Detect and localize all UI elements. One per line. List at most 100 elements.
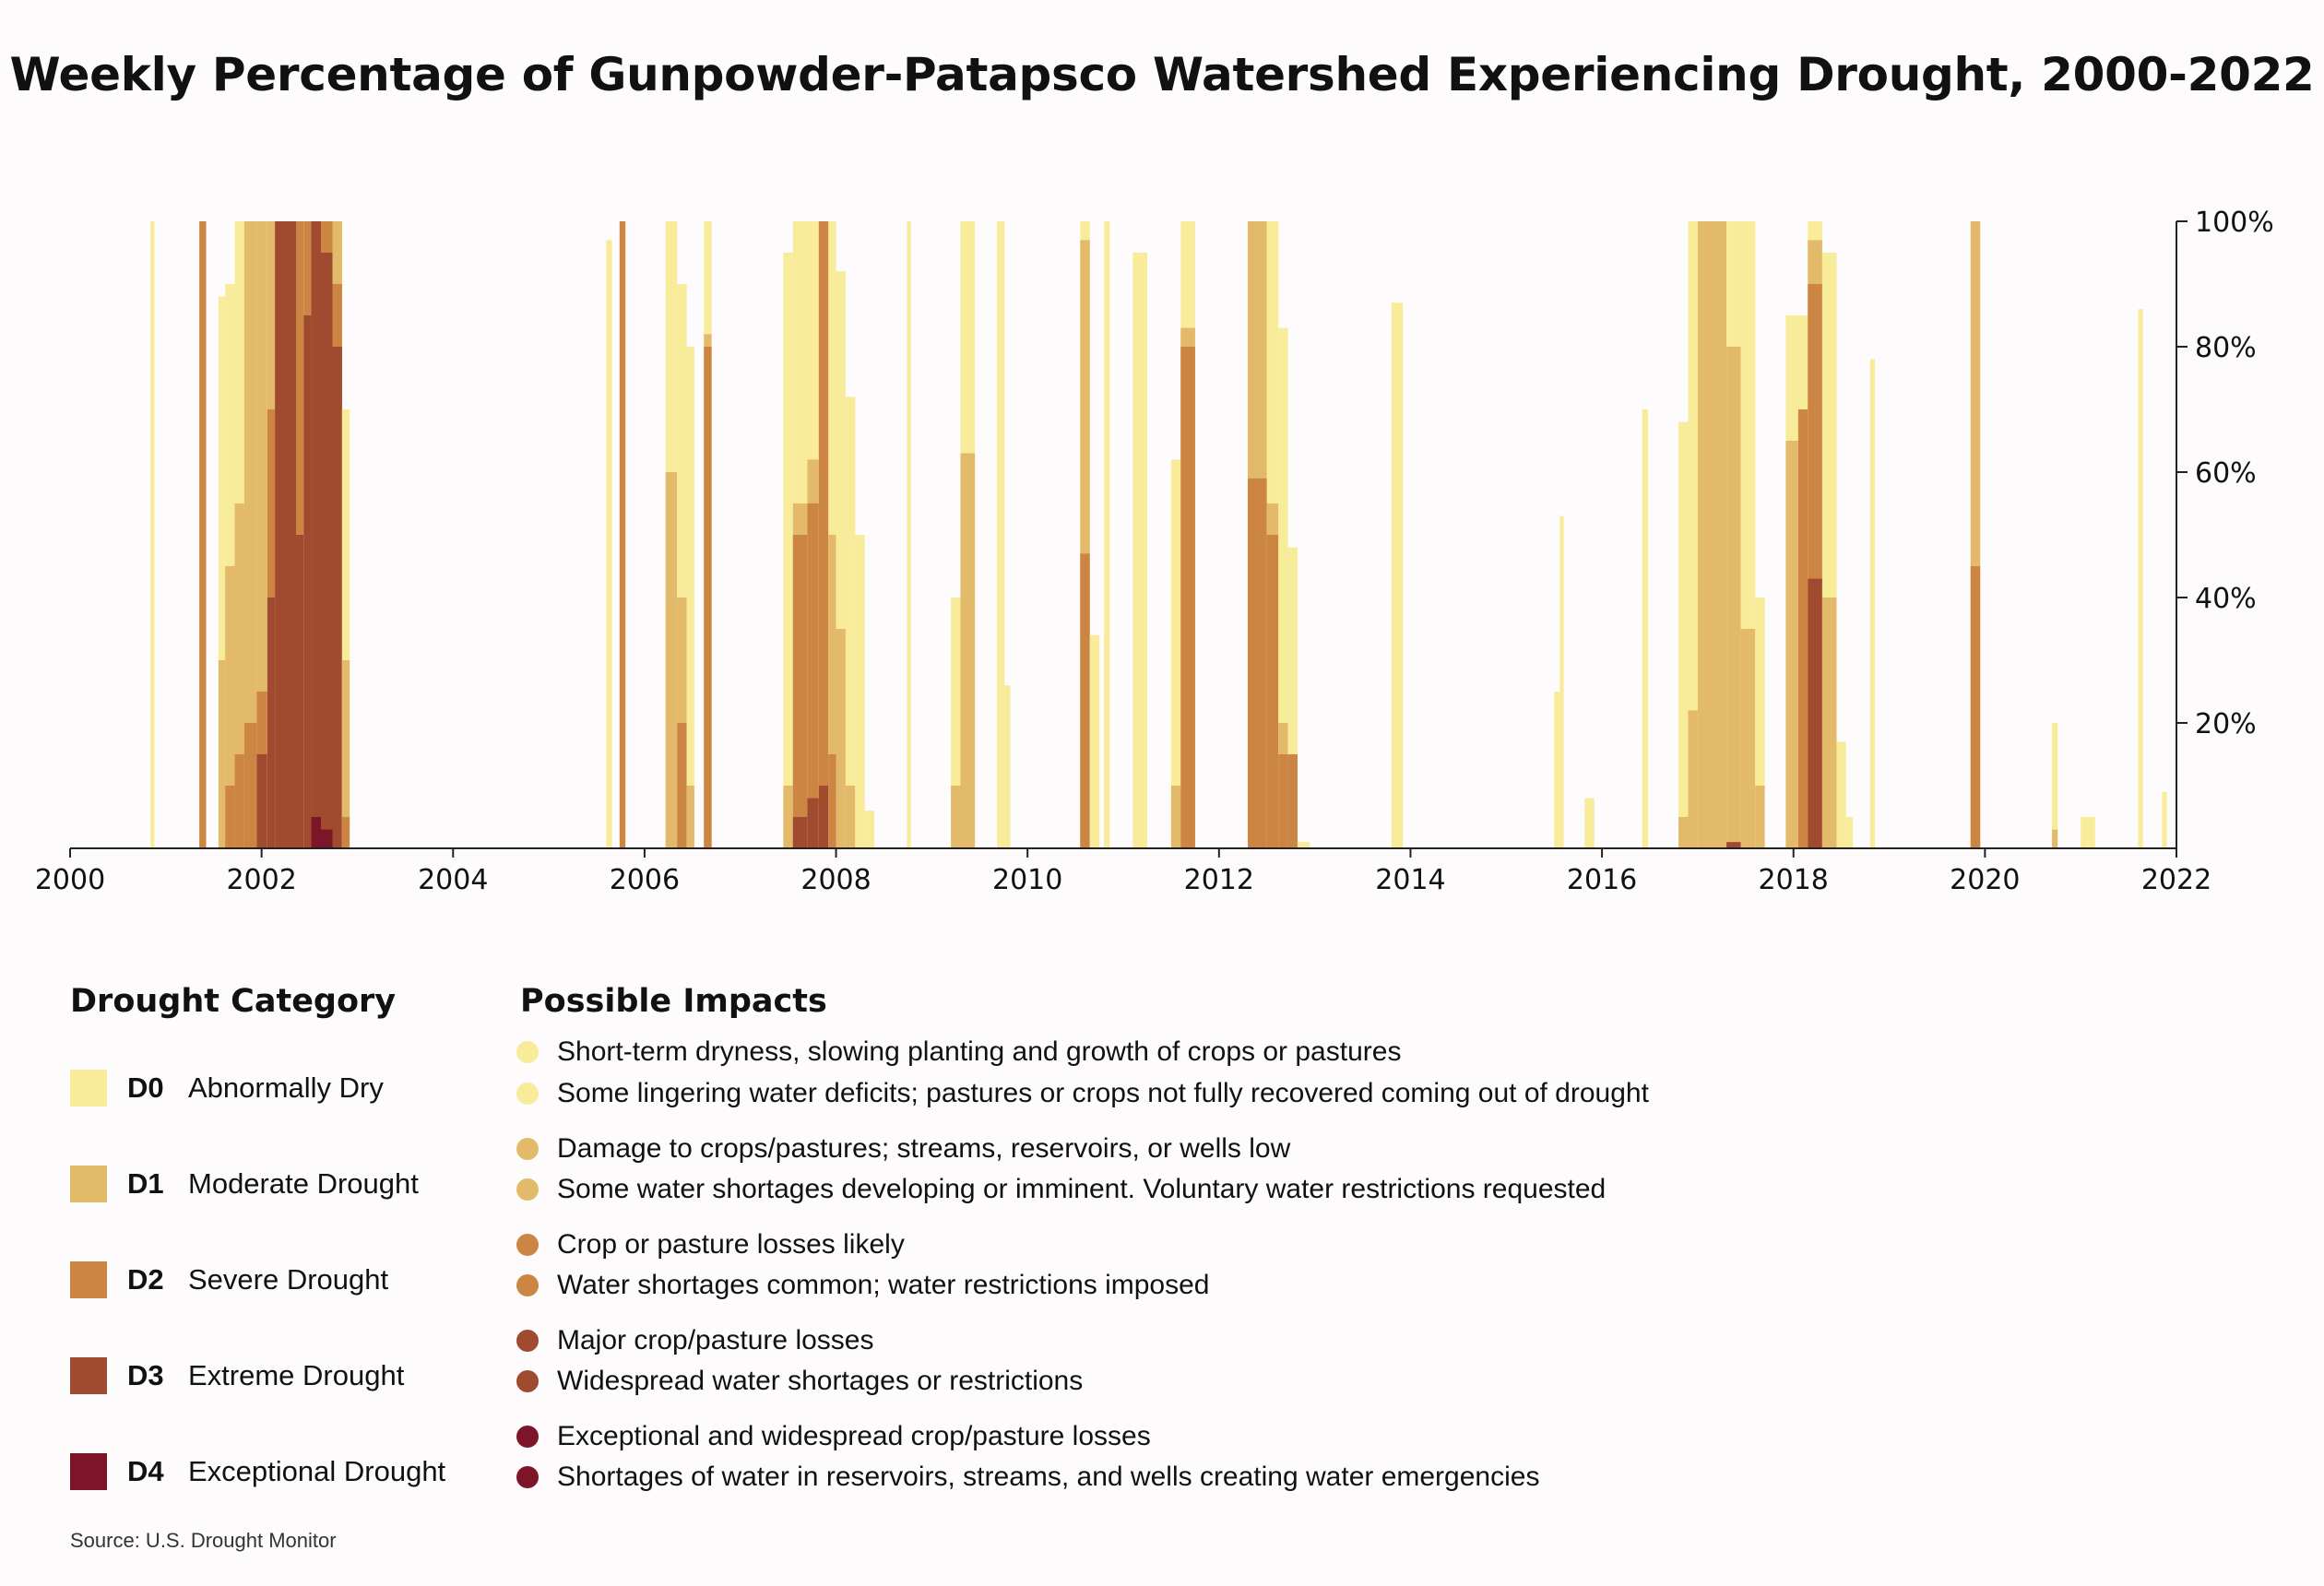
bar-d1-5 bbox=[243, 221, 257, 848]
legend-item-d4: D4 Exceptional Drought bbox=[70, 1453, 445, 1490]
bar-d1-60 bbox=[1821, 598, 1837, 848]
impact-item: Water shortages common; water restrictio… bbox=[516, 1267, 1209, 1304]
bar-d1-25 bbox=[828, 535, 836, 848]
bar-d0-33 bbox=[997, 221, 1005, 848]
impact-item: Some water shortages developing or immin… bbox=[516, 1171, 1606, 1208]
bar-d2-40 bbox=[1180, 347, 1195, 848]
bar-d0-37 bbox=[1104, 221, 1110, 848]
bar-d1-65 bbox=[2052, 829, 2058, 848]
bar-d2-16 bbox=[619, 221, 626, 848]
impact-item: Major crop/pasture losses bbox=[516, 1322, 873, 1359]
impact-item: Crop or pasture losses likely bbox=[516, 1226, 905, 1263]
bar-d2-1 bbox=[199, 221, 207, 848]
impact-bullet-icon bbox=[516, 1466, 539, 1488]
legend-label: Extreme Drought bbox=[188, 1359, 405, 1391]
impact-item: Some lingering water deficits; pastures … bbox=[516, 1075, 1649, 1112]
impact-bullet-icon bbox=[516, 1234, 539, 1256]
legend-swatch bbox=[70, 1070, 107, 1107]
bar-d1-52 bbox=[1688, 710, 1698, 848]
legend-item-d1: D1 Moderate Drought bbox=[70, 1166, 419, 1202]
bar-d3-59 bbox=[1808, 578, 1822, 848]
chart-axes: 2000 2002 2004 2006 2008 2010 2012 2014 2016 2018… bbox=[35, 207, 2274, 896]
bar-d2-24 bbox=[818, 221, 829, 848]
impact-item: Exceptional and widespread crop/pasture … bbox=[516, 1418, 1151, 1455]
impact-text: Some lingering water deficits; pastures … bbox=[557, 1078, 1649, 1108]
impact-bullet-icon bbox=[516, 1274, 539, 1296]
impact-item: Damage to crops/pastures; streams, reser… bbox=[516, 1130, 1290, 1167]
bar-d0-43 bbox=[1278, 327, 1288, 849]
bar-d3-22 bbox=[792, 817, 808, 848]
bar-d2-25 bbox=[828, 754, 836, 848]
bar-d0-68 bbox=[2162, 791, 2167, 848]
bar-d1-4 bbox=[234, 503, 244, 848]
impact-text: Some water shortages developing or immin… bbox=[557, 1174, 1607, 1204]
bar-d0-56 bbox=[1755, 598, 1765, 848]
legend-swatch bbox=[70, 1357, 107, 1394]
bar-d0-27 bbox=[845, 396, 856, 848]
legend-item-d0: D0 Abnormally Dry bbox=[70, 1070, 384, 1107]
bar-d3-12 bbox=[321, 253, 333, 848]
bar-d0-36 bbox=[1089, 634, 1100, 848]
bar-d1-31 bbox=[951, 786, 961, 848]
x-tick-label: 2002 bbox=[226, 864, 296, 896]
bar-d0-47 bbox=[1554, 692, 1560, 848]
bar-d0-52 bbox=[1688, 221, 1698, 848]
impact-item: Widespread water shortages or restrictio… bbox=[516, 1363, 1083, 1400]
bar-d1-35 bbox=[1080, 240, 1090, 848]
bar-d2-14 bbox=[341, 817, 350, 848]
impact-bullet-icon bbox=[516, 1426, 539, 1448]
bar-d0-63 bbox=[1869, 359, 1875, 849]
bar-d1-32 bbox=[960, 453, 976, 848]
x-tick-label: 2022 bbox=[2141, 864, 2211, 896]
bar-d0-67 bbox=[2138, 309, 2143, 848]
x-tick-label: 2014 bbox=[1375, 864, 1445, 896]
legend-swatch bbox=[70, 1166, 107, 1202]
bar-d1-51 bbox=[1678, 817, 1689, 848]
bar-d2-23 bbox=[807, 503, 819, 848]
legend-item-d3: D3 Extreme Drought bbox=[70, 1357, 404, 1394]
legend-code: D2 bbox=[127, 1263, 164, 1296]
drought-chart: 2000 2002 2004 2006 2008 2010 2012 2014 2016 2018… bbox=[35, 207, 2274, 896]
legend-code: D0 bbox=[127, 1071, 164, 1104]
bar-d2-64 bbox=[1970, 566, 1981, 848]
bar-d0-49 bbox=[1584, 798, 1595, 848]
x-tick-label: 2012 bbox=[1184, 864, 1254, 896]
impact-bullet-icon bbox=[516, 1178, 539, 1201]
bar-d3-6 bbox=[256, 754, 267, 848]
x-tick-label: 2006 bbox=[610, 864, 680, 896]
bar-d1-64 bbox=[1970, 221, 1981, 848]
bar-d3-7 bbox=[267, 598, 276, 848]
bar-d1-26 bbox=[836, 629, 846, 848]
x-tick-label: 2000 bbox=[35, 864, 105, 896]
bar-d0-19 bbox=[686, 347, 694, 848]
legend-label: Abnormally Dry bbox=[188, 1071, 384, 1104]
bar-d1-27 bbox=[845, 786, 856, 848]
bar-d1-6 bbox=[256, 221, 267, 848]
y-tick-label: 60% bbox=[2195, 457, 2257, 490]
bar-d1-14 bbox=[341, 660, 350, 848]
bar-d3-9 bbox=[296, 535, 304, 848]
bar-d0-34 bbox=[1004, 685, 1011, 848]
y-tick-label: 80% bbox=[2195, 332, 2257, 364]
source-note: Source: U.S. Drought Monitor bbox=[70, 1529, 337, 1552]
bar-d1-19 bbox=[686, 786, 694, 848]
bar-d2-5 bbox=[243, 723, 257, 848]
bar-d1-21 bbox=[783, 786, 793, 848]
bar-d3-54 bbox=[1726, 842, 1741, 848]
bar-d1-54 bbox=[1726, 347, 1741, 848]
legend-label: Moderate Drought bbox=[188, 1167, 419, 1200]
bar-d2-42 bbox=[1266, 535, 1279, 848]
bar-d0-15 bbox=[606, 240, 612, 848]
legend-code: D3 bbox=[127, 1359, 164, 1391]
bar-d0-2 bbox=[218, 296, 226, 849]
legend-swatch bbox=[70, 1261, 107, 1298]
bar-d0-66 bbox=[2081, 817, 2095, 848]
bar-d0-14 bbox=[341, 409, 350, 848]
impact-text: Major crop/pasture losses bbox=[557, 1325, 874, 1355]
y-tick-label: 40% bbox=[2195, 583, 2257, 615]
legend-label: Exceptional Drought bbox=[188, 1455, 446, 1487]
x-tick-label: 2020 bbox=[1950, 864, 2020, 896]
bar-d0-21 bbox=[783, 253, 793, 848]
bar-d2-18 bbox=[677, 723, 687, 848]
impact-text: Exceptional and widespread crop/pasture … bbox=[557, 1421, 1151, 1451]
